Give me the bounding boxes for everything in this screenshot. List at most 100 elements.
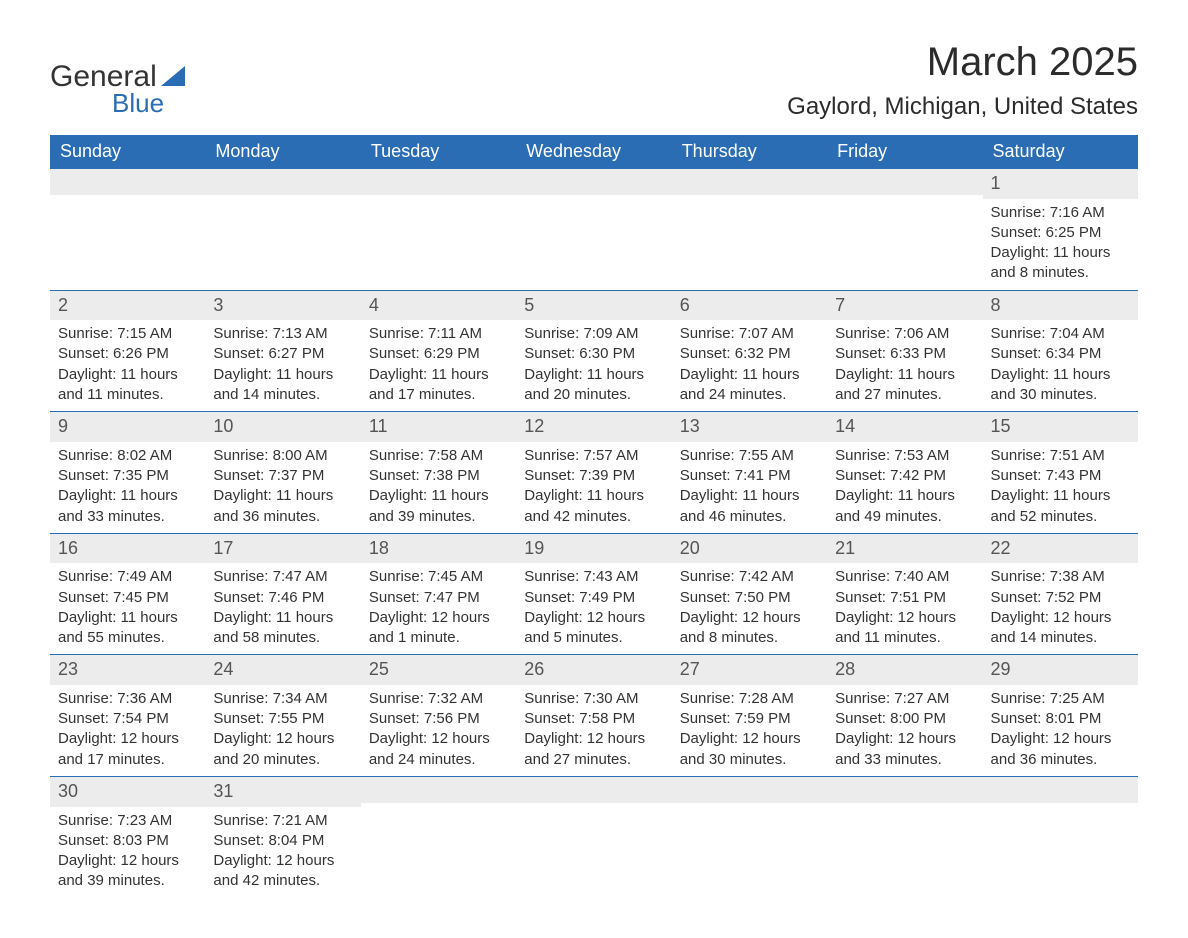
sunset-line: Sunset: 6:27 PM [213,344,352,364]
day-number [672,169,827,195]
day-details: Sunrise: 7:11 AMSunset: 6:29 PMDaylight:… [361,320,516,411]
sunrise-line: Sunrise: 7:21 AM [213,811,352,831]
day-number: 26 [516,655,671,685]
title-block: March 2025 Gaylord, Michigan, United Sta… [787,40,1138,121]
day-number: 31 [205,777,360,807]
day-number: 1 [983,169,1138,199]
calendar-day-cell [827,776,982,897]
sunrise-line: Sunrise: 7:07 AM [680,324,819,344]
calendar-day-cell: 2Sunrise: 7:15 AMSunset: 6:26 PMDaylight… [50,290,205,412]
day-details: Sunrise: 7:42 AMSunset: 7:50 PMDaylight:… [672,563,827,654]
sunrise-line: Sunrise: 7:16 AM [991,203,1130,223]
day-number [516,777,671,803]
daylight-line: Daylight: 12 hours and 42 minutes. [213,851,352,892]
sunrise-line: Sunrise: 7:25 AM [991,689,1130,709]
calendar-week-row: 16Sunrise: 7:49 AMSunset: 7:45 PMDayligh… [50,533,1138,655]
calendar-day-cell: 16Sunrise: 7:49 AMSunset: 7:45 PMDayligh… [50,533,205,655]
day-number: 27 [672,655,827,685]
sunrise-line: Sunrise: 7:32 AM [369,689,508,709]
daylight-line: Daylight: 11 hours and 33 minutes. [58,486,197,527]
daylight-line: Daylight: 12 hours and 11 minutes. [835,608,974,649]
day-number [205,169,360,195]
day-number: 8 [983,291,1138,321]
sunset-line: Sunset: 7:58 PM [524,709,663,729]
calendar-day-cell: 17Sunrise: 7:47 AMSunset: 7:46 PMDayligh… [205,533,360,655]
day-number: 19 [516,534,671,564]
sunrise-line: Sunrise: 7:36 AM [58,689,197,709]
calendar-week-row: 23Sunrise: 7:36 AMSunset: 7:54 PMDayligh… [50,655,1138,777]
daylight-line: Daylight: 12 hours and 24 minutes. [369,729,508,770]
weekday-header: Wednesday [516,135,671,169]
day-details: Sunrise: 7:40 AMSunset: 7:51 PMDaylight:… [827,563,982,654]
day-number [827,169,982,195]
calendar-week-row: 30Sunrise: 7:23 AMSunset: 8:03 PMDayligh… [50,776,1138,897]
day-details: Sunrise: 8:02 AMSunset: 7:35 PMDaylight:… [50,442,205,533]
daylight-line: Daylight: 12 hours and 5 minutes. [524,608,663,649]
location-text: Gaylord, Michigan, United States [787,93,1138,121]
weekday-header: Tuesday [361,135,516,169]
calendar-day-cell: 6Sunrise: 7:07 AMSunset: 6:32 PMDaylight… [672,290,827,412]
calendar-day-cell: 3Sunrise: 7:13 AMSunset: 6:27 PMDaylight… [205,290,360,412]
day-number: 4 [361,291,516,321]
sunset-line: Sunset: 7:51 PM [835,588,974,608]
calendar-day-cell [827,169,982,291]
day-details: Sunrise: 7:51 AMSunset: 7:43 PMDaylight:… [983,442,1138,533]
day-details: Sunrise: 7:43 AMSunset: 7:49 PMDaylight:… [516,563,671,654]
calendar-day-cell [516,776,671,897]
calendar-day-cell: 24Sunrise: 7:34 AMSunset: 7:55 PMDayligh… [205,655,360,777]
sunset-line: Sunset: 6:26 PM [58,344,197,364]
sunrise-line: Sunrise: 7:15 AM [58,324,197,344]
calendar-week-row: 1Sunrise: 7:16 AMSunset: 6:25 PMDaylight… [50,169,1138,291]
day-details: Sunrise: 7:55 AMSunset: 7:41 PMDaylight:… [672,442,827,533]
calendar-day-cell [672,169,827,291]
day-number: 29 [983,655,1138,685]
calendar-day-cell: 22Sunrise: 7:38 AMSunset: 7:52 PMDayligh… [983,533,1138,655]
day-details: Sunrise: 7:15 AMSunset: 6:26 PMDaylight:… [50,320,205,411]
page-title: March 2025 [787,40,1138,85]
sunrise-line: Sunrise: 8:00 AM [213,446,352,466]
day-number: 9 [50,412,205,442]
daylight-line: Daylight: 11 hours and 55 minutes. [58,608,197,649]
daylight-line: Daylight: 12 hours and 33 minutes. [835,729,974,770]
day-number [983,777,1138,803]
day-number: 11 [361,412,516,442]
sunrise-line: Sunrise: 7:06 AM [835,324,974,344]
calendar-day-cell: 4Sunrise: 7:11 AMSunset: 6:29 PMDaylight… [361,290,516,412]
daylight-line: Daylight: 12 hours and 17 minutes. [58,729,197,770]
daylight-line: Daylight: 12 hours and 36 minutes. [991,729,1130,770]
daylight-line: Daylight: 12 hours and 27 minutes. [524,729,663,770]
day-details: Sunrise: 7:23 AMSunset: 8:03 PMDaylight:… [50,807,205,898]
calendar-day-cell [50,169,205,291]
sunrise-line: Sunrise: 7:09 AM [524,324,663,344]
sunset-line: Sunset: 6:32 PM [680,344,819,364]
calendar-day-cell: 31Sunrise: 7:21 AMSunset: 8:04 PMDayligh… [205,776,360,897]
calendar-day-cell: 8Sunrise: 7:04 AMSunset: 6:34 PMDaylight… [983,290,1138,412]
calendar-day-cell: 7Sunrise: 7:06 AMSunset: 6:33 PMDaylight… [827,290,982,412]
day-number: 7 [827,291,982,321]
daylight-line: Daylight: 12 hours and 30 minutes. [680,729,819,770]
day-details: Sunrise: 7:07 AMSunset: 6:32 PMDaylight:… [672,320,827,411]
daylight-line: Daylight: 11 hours and 27 minutes. [835,365,974,406]
day-details: Sunrise: 8:00 AMSunset: 7:37 PMDaylight:… [205,442,360,533]
day-number: 3 [205,291,360,321]
sunrise-line: Sunrise: 7:58 AM [369,446,508,466]
day-details: Sunrise: 7:04 AMSunset: 6:34 PMDaylight:… [983,320,1138,411]
day-number: 2 [50,291,205,321]
calendar-day-cell [516,169,671,291]
weekday-header: Friday [827,135,982,169]
calendar-day-cell: 27Sunrise: 7:28 AMSunset: 7:59 PMDayligh… [672,655,827,777]
sunset-line: Sunset: 7:42 PM [835,466,974,486]
day-number: 25 [361,655,516,685]
calendar-day-cell [672,776,827,897]
day-number: 5 [516,291,671,321]
weekday-header: Saturday [983,135,1138,169]
sunset-line: Sunset: 7:59 PM [680,709,819,729]
day-details: Sunrise: 7:09 AMSunset: 6:30 PMDaylight:… [516,320,671,411]
calendar-day-cell [361,776,516,897]
sunrise-line: Sunrise: 7:13 AM [213,324,352,344]
daylight-line: Daylight: 11 hours and 8 minutes. [991,243,1130,284]
day-number: 16 [50,534,205,564]
day-number [516,169,671,195]
day-number [361,169,516,195]
daylight-line: Daylight: 12 hours and 39 minutes. [58,851,197,892]
